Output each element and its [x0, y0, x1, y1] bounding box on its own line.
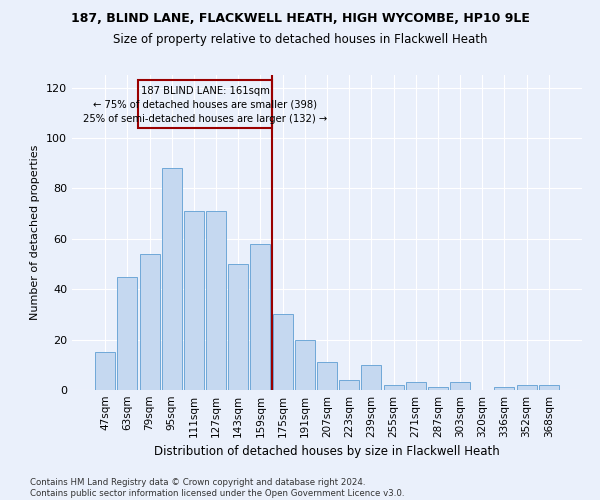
- Bar: [250, 244, 271, 390]
- Y-axis label: Number of detached properties: Number of detached properties: [31, 145, 40, 320]
- Bar: [140, 254, 160, 390]
- Bar: [162, 168, 182, 390]
- Bar: [361, 365, 382, 390]
- Text: 25% of semi-detached houses are larger (132) →: 25% of semi-detached houses are larger (…: [83, 114, 327, 124]
- Bar: [228, 264, 248, 390]
- Text: Size of property relative to detached houses in Flackwell Heath: Size of property relative to detached ho…: [113, 32, 487, 46]
- Bar: [139, 80, 272, 128]
- Bar: [317, 362, 337, 390]
- Bar: [184, 211, 204, 390]
- Bar: [450, 382, 470, 390]
- Text: 187, BLIND LANE, FLACKWELL HEATH, HIGH WYCOMBE, HP10 9LE: 187, BLIND LANE, FLACKWELL HEATH, HIGH W…: [71, 12, 529, 26]
- Bar: [428, 388, 448, 390]
- Bar: [95, 352, 115, 390]
- Bar: [383, 385, 404, 390]
- Text: Contains HM Land Registry data © Crown copyright and database right 2024.
Contai: Contains HM Land Registry data © Crown c…: [30, 478, 404, 498]
- Bar: [118, 276, 137, 390]
- Bar: [339, 380, 359, 390]
- Bar: [494, 388, 514, 390]
- Text: 187 BLIND LANE: 161sqm: 187 BLIND LANE: 161sqm: [140, 86, 269, 96]
- Bar: [539, 385, 559, 390]
- Bar: [272, 314, 293, 390]
- Bar: [517, 385, 536, 390]
- Text: ← 75% of detached houses are smaller (398): ← 75% of detached houses are smaller (39…: [93, 100, 317, 110]
- Bar: [206, 211, 226, 390]
- X-axis label: Distribution of detached houses by size in Flackwell Heath: Distribution of detached houses by size …: [154, 446, 500, 458]
- Bar: [295, 340, 315, 390]
- Bar: [406, 382, 426, 390]
